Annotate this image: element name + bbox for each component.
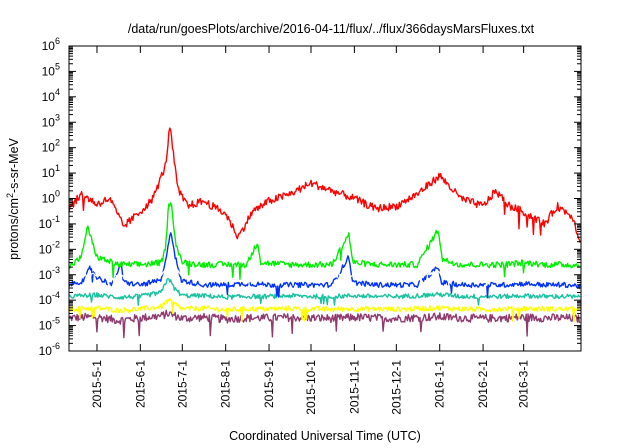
y-tick-exponent: -1 xyxy=(52,214,60,224)
series-line xyxy=(68,202,581,280)
y-tick-label: 101 xyxy=(42,163,60,180)
x-tick-label: 2015-6-1 xyxy=(133,360,147,408)
y-tick-exponent: -5 xyxy=(52,316,60,326)
y-tick-exponent: 4 xyxy=(55,87,60,97)
y-tick-label: 104 xyxy=(42,87,60,104)
chart-title: /data/run/goesPlots/archive/2016-04-11/f… xyxy=(128,22,535,36)
y-tick-label: 105 xyxy=(42,61,60,78)
x-tick-label: 2015-5-1 xyxy=(90,360,104,408)
y-tick-base: 10 xyxy=(39,319,53,333)
y-tick-base: 10 xyxy=(42,64,56,78)
y-tick-exponent: 5 xyxy=(55,61,60,71)
y-tick-label: 10-3 xyxy=(39,265,60,282)
y-tick-exponent: 6 xyxy=(55,36,60,46)
x-tick-label: 2015-11-1 xyxy=(347,360,361,414)
x-axis-ticks: 2015-5-1 2015-6-1 2015-7-1 2015-8-1 2015-9-1… xyxy=(90,46,531,415)
series-line xyxy=(68,309,581,339)
y-tick-label: 10-5 xyxy=(39,316,60,333)
y-tick-exponent: 0 xyxy=(55,189,60,199)
y-tick-label: 10-6 xyxy=(39,341,60,358)
y-tick-exponent: -6 xyxy=(52,341,60,351)
y-tick-exponent: 2 xyxy=(55,138,60,148)
y-axis-label-rest: -s-sr-MeV xyxy=(7,137,21,193)
y-tick-base: 10 xyxy=(39,217,53,231)
x-axis-label: Coordinated Universal Time (UTC) xyxy=(229,429,421,443)
y-tick-exponent: 3 xyxy=(55,112,60,122)
y-tick-exponent: -3 xyxy=(52,265,60,275)
y-tick-base: 10 xyxy=(39,344,53,358)
y-tick-label: 10-4 xyxy=(39,290,60,307)
y-axis-ticks: 10-610-510-410-310-210-11001011021031041… xyxy=(39,36,581,358)
y-tick-base: 10 xyxy=(42,39,56,53)
y-tick-base: 10 xyxy=(39,293,53,307)
y-tick-label: 106 xyxy=(42,36,60,53)
y-tick-label: 100 xyxy=(42,189,60,206)
x-tick-label: 2015-9-1 xyxy=(262,360,276,408)
y-tick-label: 103 xyxy=(42,112,60,129)
y-axis-label-base: protons/cm xyxy=(7,198,21,260)
y-tick-label: 10-1 xyxy=(39,214,60,231)
y-tick-exponent: -2 xyxy=(52,239,60,249)
series-line xyxy=(68,127,581,243)
x-tick-label: 2015-8-1 xyxy=(219,360,233,408)
y-tick-label: 102 xyxy=(42,138,60,155)
x-tick-label: 2016-1-1 xyxy=(433,360,447,408)
series-line xyxy=(68,232,581,299)
x-tick-label: 2015-10-1 xyxy=(304,360,318,415)
y-tick-base: 10 xyxy=(42,115,56,129)
y-tick-exponent: -4 xyxy=(52,290,60,300)
series-line xyxy=(68,277,581,306)
x-tick-label: 2015-7-1 xyxy=(175,360,189,408)
x-tick-label: 2016-3-1 xyxy=(517,360,531,408)
series-line xyxy=(68,297,581,323)
y-tick-label: 10-2 xyxy=(39,239,60,256)
y-tick-base: 10 xyxy=(42,192,56,206)
x-tick-label: 2015-12-1 xyxy=(389,360,403,415)
y-tick-exponent: 1 xyxy=(55,163,60,173)
y-tick-base: 10 xyxy=(42,141,56,155)
series-line xyxy=(68,265,581,289)
series-layer xyxy=(68,127,581,339)
y-axis-label-sup: 2 xyxy=(5,193,15,198)
y-tick-base: 10 xyxy=(39,242,53,256)
y-tick-base: 10 xyxy=(39,268,53,282)
y-tick-base: 10 xyxy=(42,90,56,104)
y-tick-base: 10 xyxy=(42,166,56,180)
y-axis-label: protons/cm2-s-sr-MeV xyxy=(5,137,21,259)
x-tick-label: 2016-2-1 xyxy=(476,360,490,408)
